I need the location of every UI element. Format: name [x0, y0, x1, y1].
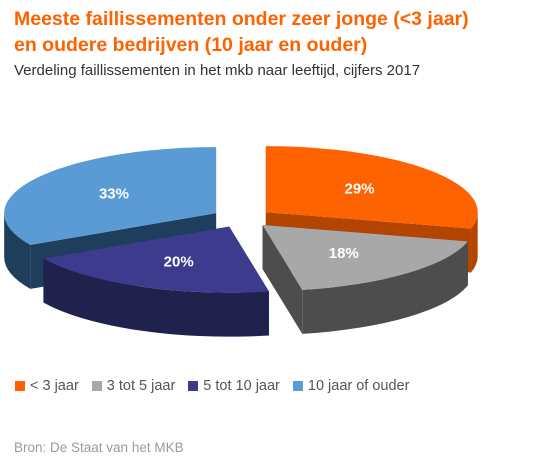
legend-item-10-jaar-of-ouder: 10 jaar of ouder	[292, 378, 410, 394]
legend-item-3-tot-5-jaar: 3 tot 5 jaar	[91, 378, 176, 394]
legend-label-10-jaar-of-ouder: 10 jaar of ouder	[307, 378, 410, 394]
data-label-lt-3-jaar: 29%	[344, 181, 374, 198]
legend-swatch-3-tot-5-jaar	[91, 381, 102, 391]
legend-swatch-lt-3-jaar	[15, 381, 25, 391]
slice-top-lt-3-jaar	[265, 146, 478, 229]
legend-swatch-10-jaar-of-ouder	[292, 381, 303, 391]
chart-legend: < 3 jaar 3 tot 5 jaar 5 tot 10 jaar 10 jaar…	[15, 378, 422, 394]
legend-label-lt-3-jaar: < 3 jaar	[30, 378, 79, 394]
slice-outer-wall-lt-3-jaar	[471, 212, 478, 273]
pie-slice-3-tot-5-jaar	[262, 224, 468, 334]
slice-outer-wall-5-tot-10-jaar	[43, 258, 269, 337]
pie-chart: 29% 18% 20% 33%	[4, 146, 478, 337]
chart-title-line-1: Meeste faillissementen onder zeer jonge …	[14, 8, 469, 30]
legend-swatch-5-tot-10-jaar	[188, 381, 199, 391]
data-label-3-tot-5-jaar: 18%	[329, 245, 359, 262]
chart-title-line-2: en oudere bedrijven (10 jaar en ouder)	[14, 34, 368, 56]
slice-outer-wall-3-tot-5-jaar	[302, 241, 468, 334]
slice-top-10-jaar-of-ouder	[4, 147, 217, 245]
pie-slice-5-tot-10-jaar	[43, 226, 269, 337]
data-label-10-jaar-of-ouder: 33%	[99, 186, 129, 203]
legend-item-5-tot-10-jaar: 5 tot 10 jaar	[188, 378, 280, 394]
slice-top-5-tot-10-jaar	[43, 226, 269, 293]
chart-title: Meeste faillissementen onder zeer jonge …	[14, 6, 554, 58]
legend-label-3-tot-5-jaar: 3 tot 5 jaar	[106, 378, 176, 394]
slice-outer-wall-10-jaar-of-ouder	[4, 213, 31, 289]
source-note: Bron: De Staat van het MKB	[14, 440, 184, 455]
legend-label-5-tot-10-jaar: 5 tot 10 jaar	[203, 378, 280, 394]
slice-inner-wall-3-tot-5-jaar-1	[262, 224, 303, 334]
data-label-5-tot-10-jaar: 20%	[164, 253, 194, 270]
chart-subtitle: Verdeling faillissementen in het mkb naa…	[14, 62, 421, 79]
slice-top-3-tot-5-jaar	[262, 224, 468, 290]
legend-item-lt-3-jaar: < 3 jaar	[15, 378, 79, 394]
